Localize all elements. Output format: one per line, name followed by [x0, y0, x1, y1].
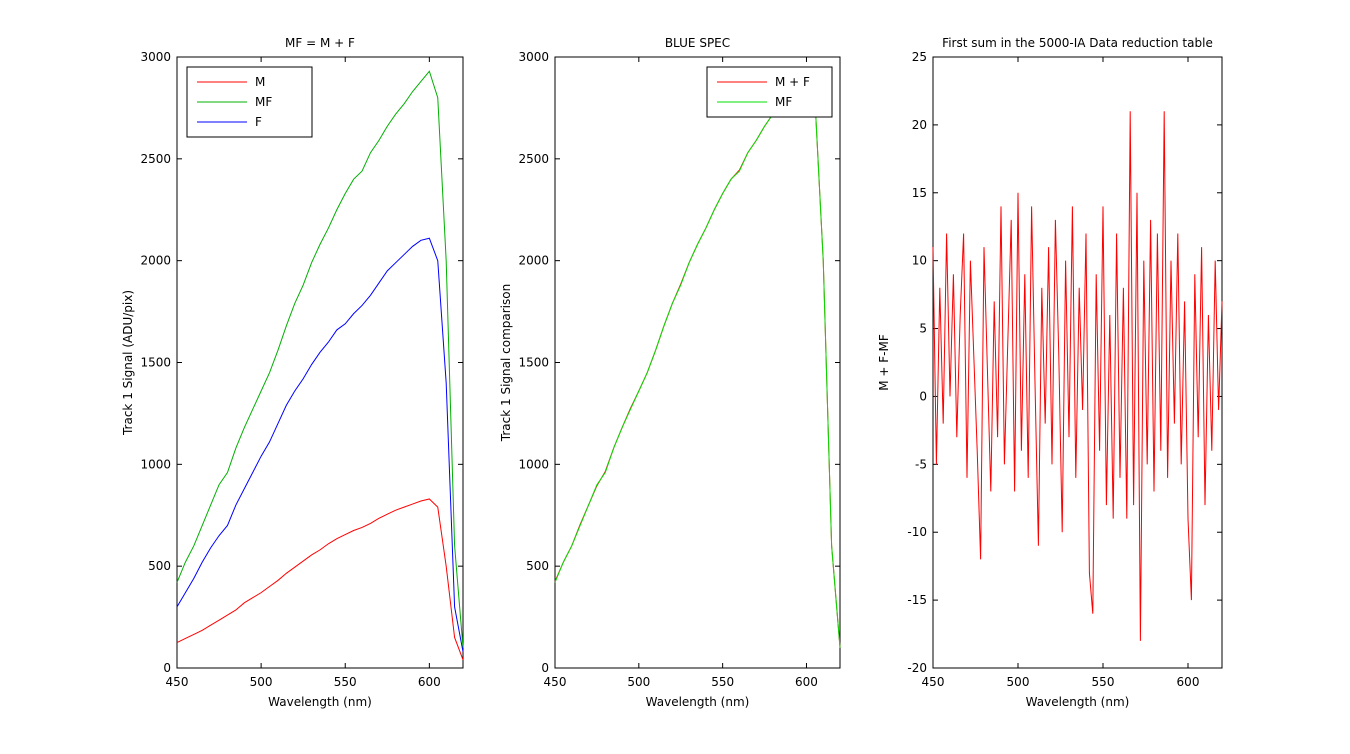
axes-title: BLUE SPEC: [665, 36, 730, 50]
x-tick-label: 550: [334, 675, 357, 689]
legend-label: M: [255, 75, 265, 89]
y-tick-label: 1500: [140, 356, 171, 370]
y-tick-label: -10: [907, 525, 927, 539]
y-tick-label: 15: [912, 186, 927, 200]
series-line: [176, 70, 464, 648]
x-axis-label: Wavelength (nm): [1026, 695, 1130, 709]
x-axis-label: Wavelength (nm): [268, 695, 372, 709]
x-tick-label: 600: [795, 675, 818, 689]
y-axis-label: M + F-MF: [877, 334, 891, 391]
x-tick-label: 500: [250, 675, 273, 689]
legend-label: M + F: [775, 75, 810, 89]
legend-label: F: [255, 115, 262, 129]
y-tick-label: 1000: [518, 457, 549, 471]
x-tick-label: 550: [1092, 675, 1115, 689]
y-tick-label: 2000: [140, 254, 171, 268]
series-line: [932, 111, 1223, 641]
x-tick-label: 600: [418, 675, 441, 689]
axes-box: [554, 56, 841, 669]
y-tick-label: 500: [148, 559, 171, 573]
legend-box: [706, 66, 833, 118]
y-axis-label: Track 1 Signal comparison: [499, 284, 513, 442]
y-tick-label: 20: [912, 118, 927, 132]
y-tick-label: 3000: [518, 50, 549, 64]
y-tick-label: 2000: [518, 254, 549, 268]
y-tick-label: 0: [919, 389, 927, 403]
y-tick-label: 25: [912, 50, 927, 64]
y-tick-label: -5: [915, 457, 927, 471]
axes-title: MF = M + F: [285, 36, 355, 50]
y-tick-label: 10: [912, 254, 927, 268]
y-tick-label: 2500: [140, 152, 171, 166]
x-tick-label: 550: [711, 675, 734, 689]
series-line: [176, 237, 464, 652]
x-tick-label: 500: [627, 675, 650, 689]
legend-label: MF: [255, 95, 272, 109]
y-tick-label: 2500: [518, 152, 549, 166]
y-tick-label: 500: [526, 559, 549, 573]
y-tick-label: 5: [919, 322, 927, 336]
y-tick-label: -20: [907, 661, 927, 675]
x-tick-label: 450: [544, 675, 567, 689]
axes-box: [176, 56, 464, 669]
x-tick-label: 600: [1177, 675, 1200, 689]
y-tick-label: -15: [907, 593, 927, 607]
x-tick-label: 450: [922, 675, 945, 689]
y-tick-label: 1500: [518, 356, 549, 370]
y-tick-label: 0: [163, 661, 171, 675]
axes-title: First sum in the 5000-IA Data reduction …: [942, 36, 1213, 50]
y-tick-label: 0: [541, 661, 549, 675]
y-axis-label: Track 1 Signal (ADU/pix): [121, 290, 135, 436]
x-tick-label: 500: [1007, 675, 1030, 689]
y-tick-label: 3000: [140, 50, 171, 64]
x-axis-label: Wavelength (nm): [646, 695, 750, 709]
legend-label: MF: [775, 95, 792, 109]
x-tick-label: 450: [166, 675, 189, 689]
series-line: [176, 498, 464, 661]
y-tick-label: 1000: [140, 457, 171, 471]
